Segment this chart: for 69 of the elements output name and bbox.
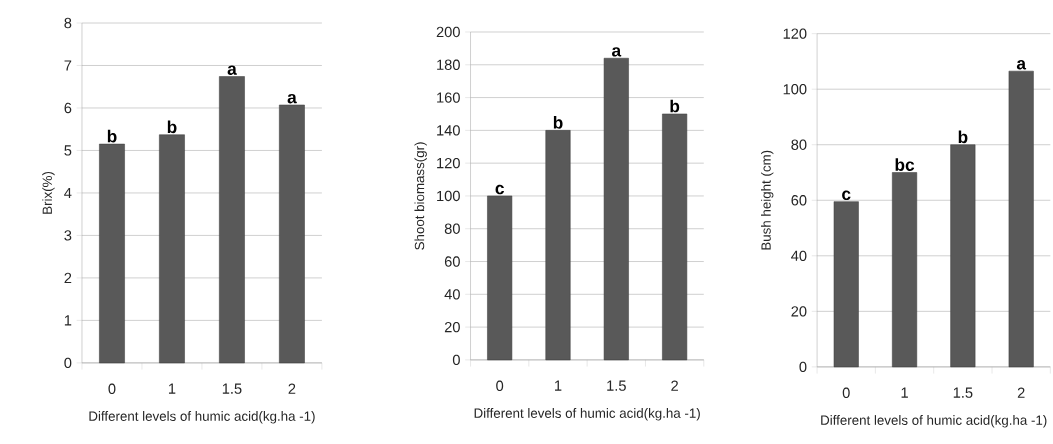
x-tick-label: 1	[168, 383, 176, 394]
x-tick-label: 1.5	[222, 383, 242, 394]
x-tick-label: 1.5	[953, 387, 973, 398]
annotation: a	[611, 47, 622, 57]
x-axis-title: Different levels of humic acid(kg.ha -1)	[89, 411, 315, 424]
x-tick-label: 0	[496, 380, 504, 392]
annotation: b	[670, 99, 680, 113]
x-tick-label: 2	[288, 383, 296, 394]
annotation: bc	[895, 158, 915, 171]
annotation: b	[107, 129, 117, 143]
bar	[1008, 70, 1034, 368]
x-axis-title: Different levels of humic acid(kg.ha -1)	[474, 408, 700, 421]
y-tick-label: 3	[64, 230, 72, 241]
bar	[662, 113, 688, 361]
x-tick-label: 1.5	[607, 380, 626, 391]
y-tick-label: 60	[444, 256, 460, 267]
y-tick-label: 40	[791, 250, 807, 262]
bar	[487, 195, 513, 361]
annotation: c	[495, 184, 504, 195]
y-tick-label: 160	[437, 92, 460, 103]
y-tick-label: 2	[64, 272, 72, 284]
y-tick-label: 120	[437, 158, 460, 169]
y-tick-label: 5	[64, 145, 72, 156]
annotation: a	[1016, 60, 1027, 70]
annotation: b	[958, 130, 968, 144]
y-tick-label: 140	[437, 125, 460, 136]
bar	[950, 144, 976, 368]
y-tick-label: 200	[436, 26, 460, 38]
x-axis-title: Different levels of humic acid(kg.ha -1)	[821, 415, 1047, 428]
x-tick-label: 2	[1017, 387, 1025, 398]
y-tick-label: 1	[64, 315, 72, 326]
y-tick-label: 7	[64, 60, 72, 71]
y-tick-label: 80	[791, 139, 807, 150]
y-axis-title: Bush height (cm)	[761, 150, 774, 250]
x-tick-label: 0	[108, 383, 116, 395]
y-tick-label: 0	[799, 361, 807, 373]
y-tick-label: 20	[791, 306, 807, 317]
annotation: a	[227, 65, 237, 75]
y-tick-label: 0	[452, 354, 460, 366]
y-tick-label: 8	[64, 17, 72, 29]
annotation: b	[167, 120, 177, 134]
y-tick-label: 20	[444, 321, 460, 333]
x-tick-label: 2	[671, 380, 678, 391]
bar	[603, 58, 629, 361]
y-tick-label: 100	[437, 190, 460, 202]
bar	[892, 172, 918, 368]
annotation: c	[842, 190, 851, 201]
bar	[545, 130, 571, 361]
y-axis-title: Shoot biomass(gr)	[414, 142, 427, 250]
bar	[99, 143, 125, 364]
y-axis-title: Brix(%)	[42, 171, 55, 214]
y-tick-label: 180	[437, 59, 460, 71]
bar	[833, 201, 859, 368]
annotation: a	[287, 93, 297, 104]
y-tick-label: 80	[444, 223, 460, 234]
y-tick-label: 0	[64, 357, 72, 369]
y-tick-label: 60	[791, 195, 807, 206]
x-tick-label: 1	[901, 387, 908, 398]
y-tick-label: 40	[444, 289, 460, 300]
y-tick-label: 100	[783, 84, 807, 95]
bar	[159, 134, 185, 364]
y-tick-label: 4	[64, 187, 72, 199]
y-tick-label: 6	[64, 102, 72, 114]
x-tick-label: 1	[555, 380, 562, 391]
y-tick-label: 120	[783, 28, 807, 39]
bar	[219, 76, 245, 364]
x-tick-label: 0	[842, 387, 850, 399]
annotation: b	[553, 116, 563, 129]
bar	[279, 104, 305, 364]
